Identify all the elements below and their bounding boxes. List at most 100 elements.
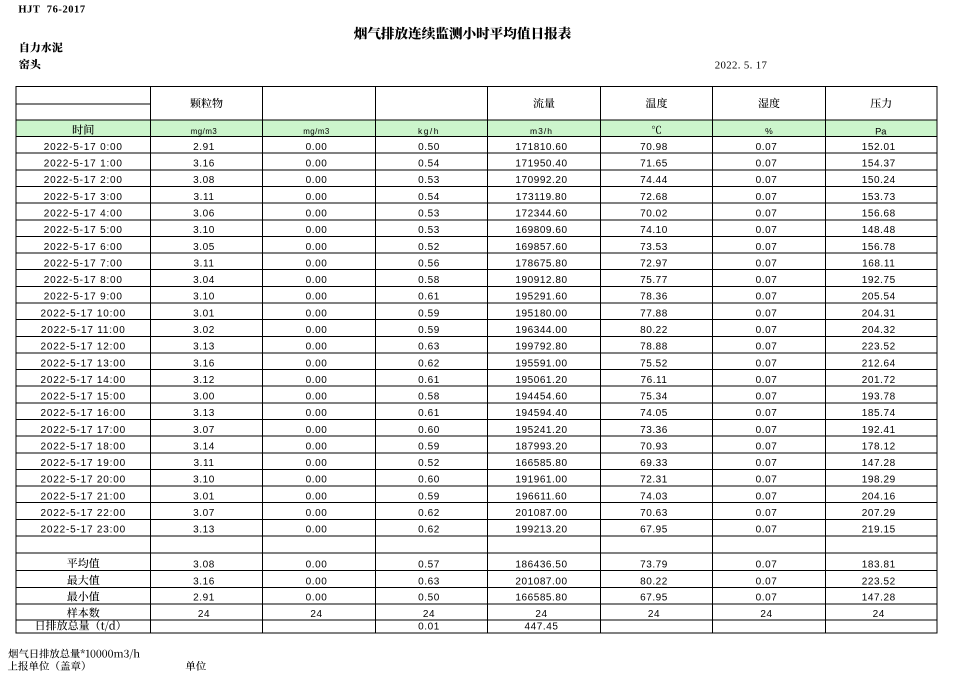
svg-text:2022-5-17 11:00: 2022-5-17 11:00 bbox=[41, 325, 126, 336]
svg-text:0.00: 0.00 bbox=[306, 441, 328, 452]
svg-text:24: 24 bbox=[310, 609, 322, 620]
svg-text:3.05: 3.05 bbox=[193, 242, 215, 253]
svg-text:75.52: 75.52 bbox=[640, 358, 668, 369]
svg-text:0.07: 0.07 bbox=[756, 525, 778, 536]
svg-text:0.56: 0.56 bbox=[418, 258, 440, 269]
svg-text:3.01: 3.01 bbox=[193, 308, 215, 319]
svg-text:3.10: 3.10 bbox=[193, 225, 215, 236]
svg-text:0.00: 0.00 bbox=[306, 576, 328, 587]
svg-text:0.00: 0.00 bbox=[306, 508, 328, 519]
svg-text:2022-5-17 21:00: 2022-5-17 21:00 bbox=[41, 491, 126, 502]
svg-text:3.16: 3.16 bbox=[193, 358, 215, 369]
svg-text:3.16: 3.16 bbox=[193, 576, 215, 587]
svg-text:0.07: 0.07 bbox=[756, 425, 778, 436]
svg-text:195061.20: 195061.20 bbox=[515, 375, 567, 386]
svg-text:74.05: 74.05 bbox=[640, 408, 668, 419]
svg-text:198.29: 198.29 bbox=[862, 475, 896, 486]
svg-text:191961.00: 191961.00 bbox=[515, 475, 567, 486]
svg-text:0.00: 0.00 bbox=[306, 342, 328, 353]
svg-text:0.62: 0.62 bbox=[418, 508, 440, 519]
svg-text:3.13: 3.13 bbox=[193, 408, 215, 419]
svg-text:204.16: 204.16 bbox=[862, 491, 896, 502]
svg-text:0.00: 0.00 bbox=[306, 475, 328, 486]
svg-text:72.68: 72.68 bbox=[640, 192, 668, 203]
svg-text:0.07: 0.07 bbox=[756, 325, 778, 336]
svg-text:77.88: 77.88 bbox=[640, 308, 668, 319]
svg-text:0.07: 0.07 bbox=[756, 392, 778, 403]
svg-text:2022-5-17 14:00: 2022-5-17 14:00 bbox=[41, 375, 126, 386]
svg-text:190912.80: 190912.80 bbox=[515, 275, 567, 286]
svg-text:192.75: 192.75 bbox=[862, 275, 896, 286]
svg-text:mg/m3: mg/m3 bbox=[191, 127, 218, 136]
svg-text:2022-5-17 7:00: 2022-5-17 7:00 bbox=[44, 258, 123, 269]
svg-text:70.98: 70.98 bbox=[640, 142, 668, 153]
svg-text:0.59: 0.59 bbox=[418, 308, 440, 319]
svg-text:24: 24 bbox=[873, 609, 885, 620]
svg-text:201087.00: 201087.00 bbox=[515, 576, 567, 587]
svg-text:156.68: 156.68 bbox=[862, 209, 896, 220]
svg-text:0.00: 0.00 bbox=[306, 392, 328, 403]
svg-text:0.58: 0.58 bbox=[418, 275, 440, 286]
svg-text:72.31: 72.31 bbox=[640, 475, 668, 486]
svg-text:0.53: 0.53 bbox=[418, 209, 440, 220]
svg-text:0.00: 0.00 bbox=[306, 209, 328, 220]
svg-text:%: % bbox=[765, 126, 773, 136]
svg-text:168.11: 168.11 bbox=[862, 258, 895, 269]
svg-text:0.61: 0.61 bbox=[418, 292, 440, 303]
svg-text:75.34: 75.34 bbox=[640, 392, 668, 403]
svg-text:0.54: 0.54 bbox=[418, 159, 440, 170]
svg-text:78.88: 78.88 bbox=[640, 342, 668, 353]
svg-text:24: 24 bbox=[760, 609, 772, 620]
svg-text:3.08: 3.08 bbox=[193, 175, 215, 186]
svg-text:3.04: 3.04 bbox=[193, 275, 215, 286]
svg-text:0.00: 0.00 bbox=[306, 225, 328, 236]
svg-text:75.77: 75.77 bbox=[640, 275, 668, 286]
svg-text:3.13: 3.13 bbox=[193, 342, 215, 353]
svg-text:2022-5-17 10:00: 2022-5-17 10:00 bbox=[41, 308, 126, 319]
svg-text:0.00: 0.00 bbox=[306, 358, 328, 369]
svg-text:0.52: 0.52 bbox=[418, 242, 440, 253]
svg-text:2022-5-17 1:00: 2022-5-17 1:00 bbox=[44, 159, 123, 170]
svg-text:3.14: 3.14 bbox=[193, 441, 215, 452]
svg-text:223.52: 223.52 bbox=[862, 342, 896, 353]
svg-text:153.73: 153.73 bbox=[862, 192, 896, 203]
svg-text:3.07: 3.07 bbox=[193, 508, 215, 519]
svg-text:0.07: 0.07 bbox=[756, 576, 778, 587]
svg-text:0.07: 0.07 bbox=[756, 159, 778, 170]
svg-text:78.36: 78.36 bbox=[640, 292, 668, 303]
svg-text:205.54: 205.54 bbox=[862, 292, 896, 303]
svg-text:201087.00: 201087.00 bbox=[515, 508, 567, 519]
svg-text:2022-5-17 13:00: 2022-5-17 13:00 bbox=[41, 358, 126, 369]
svg-text:71.65: 71.65 bbox=[640, 159, 668, 170]
svg-text:195241.20: 195241.20 bbox=[515, 425, 567, 436]
svg-text:76.11: 76.11 bbox=[640, 375, 667, 386]
svg-text:147.28: 147.28 bbox=[862, 593, 896, 604]
svg-text:3.11: 3.11 bbox=[194, 258, 215, 269]
svg-text:170992.20: 170992.20 bbox=[515, 175, 567, 186]
svg-text:24: 24 bbox=[198, 609, 210, 620]
svg-text:2022-5-17 17:00: 2022-5-17 17:00 bbox=[41, 425, 126, 436]
svg-text:3.01: 3.01 bbox=[193, 491, 215, 502]
svg-text:3.10: 3.10 bbox=[193, 292, 215, 303]
svg-text:mg/m3: mg/m3 bbox=[303, 127, 330, 136]
svg-text:0.59: 0.59 bbox=[418, 325, 440, 336]
svg-text:73.79: 73.79 bbox=[640, 559, 668, 570]
svg-text:0.59: 0.59 bbox=[418, 491, 440, 502]
svg-text:0.00: 0.00 bbox=[306, 192, 328, 203]
svg-text:186436.50: 186436.50 bbox=[515, 559, 567, 570]
svg-text:2022-5-17 18:00: 2022-5-17 18:00 bbox=[41, 441, 126, 452]
svg-text:0.00: 0.00 bbox=[306, 559, 328, 570]
svg-text:74.10: 74.10 bbox=[640, 225, 668, 236]
svg-text:73.36: 73.36 bbox=[640, 425, 668, 436]
svg-text:3.00: 3.00 bbox=[193, 392, 215, 403]
svg-text:195291.60: 195291.60 bbox=[515, 292, 567, 303]
svg-text:2022-5-17 8:00: 2022-5-17 8:00 bbox=[44, 275, 123, 286]
svg-text:156.78: 156.78 bbox=[862, 242, 896, 253]
svg-text:0.00: 0.00 bbox=[306, 458, 328, 469]
svg-text:67.95: 67.95 bbox=[640, 593, 668, 604]
svg-text:0.58: 0.58 bbox=[418, 392, 440, 403]
svg-text:0.07: 0.07 bbox=[756, 475, 778, 486]
svg-text:166585.80: 166585.80 bbox=[515, 458, 567, 469]
svg-text:0.00: 0.00 bbox=[306, 175, 328, 186]
svg-text:171950.40: 171950.40 bbox=[515, 159, 567, 170]
